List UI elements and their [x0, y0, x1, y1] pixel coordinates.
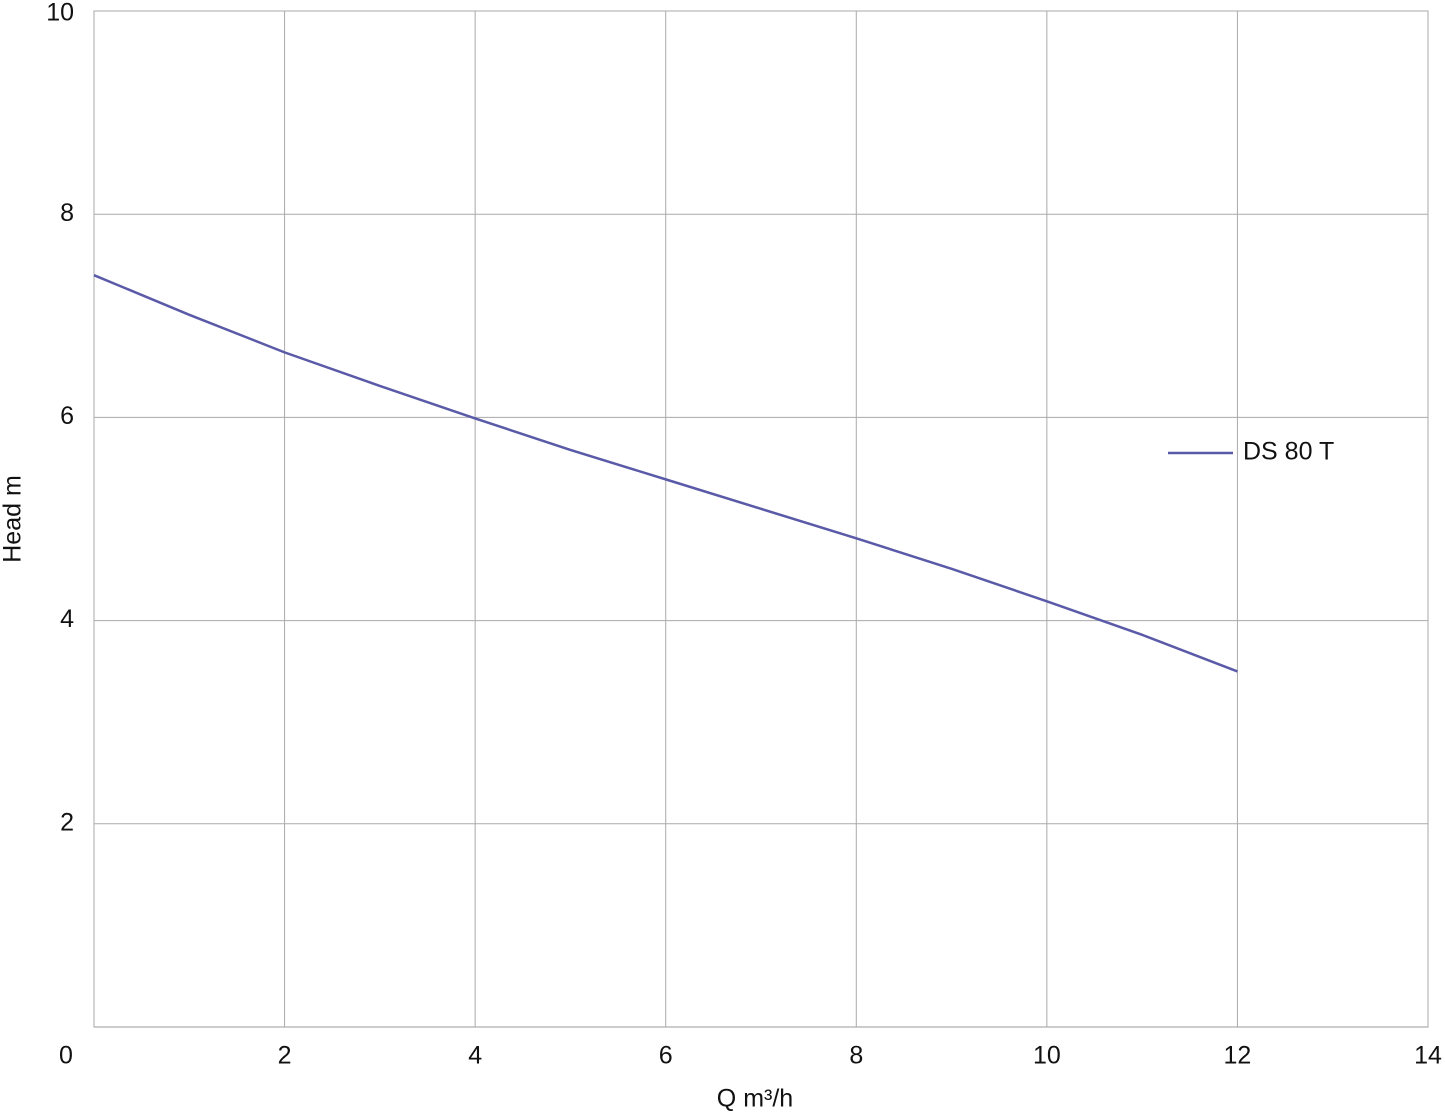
plot-frame	[93, 10, 1429, 1028]
legend-label: DS 80 T	[1243, 438, 1334, 466]
x-tick-label: 10	[1033, 1042, 1061, 1070]
x-axis-label: Q m³/h	[717, 1085, 793, 1113]
x-tick-label: 4	[468, 1042, 482, 1070]
y-tick-label: 10	[46, 0, 74, 27]
y-tick-label: 4	[60, 605, 74, 633]
x-tick-label: 14	[1414, 1042, 1442, 1070]
y-tick-label: 2	[60, 808, 74, 836]
y-tick-label: 8	[60, 199, 74, 227]
y-tick-label: 6	[60, 402, 74, 430]
x-tick-label: 0	[59, 1042, 73, 1070]
series-line	[93, 274, 1238, 673]
x-tick-label: 2	[278, 1042, 292, 1070]
y-axis-label: Head m	[0, 475, 27, 563]
x-tick-label: 6	[659, 1042, 673, 1070]
x-tick-label: 12	[1224, 1042, 1252, 1070]
x-tick-label: 8	[849, 1042, 863, 1070]
